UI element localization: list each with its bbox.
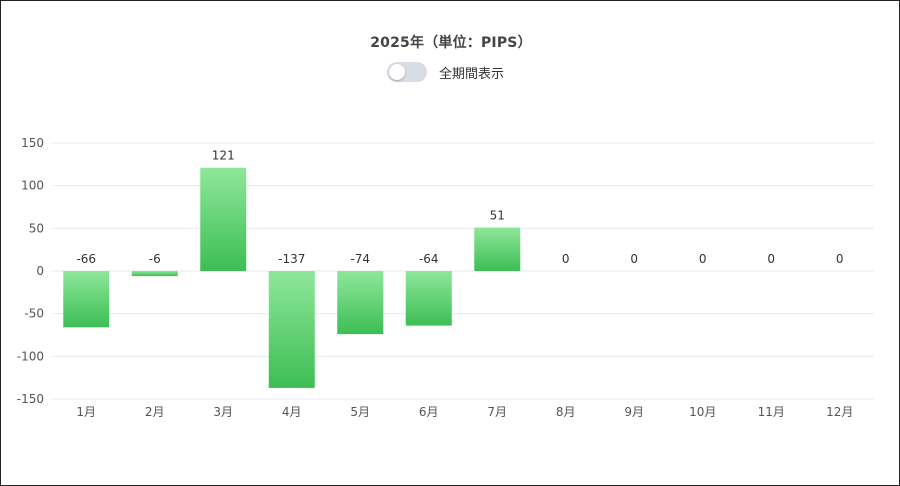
data-label: -74 — [350, 252, 370, 266]
x-tick-label: 11月 — [758, 405, 785, 419]
x-tick-label: 3月 — [213, 405, 233, 419]
bar-7[interactable] — [474, 227, 521, 271]
bar-5[interactable] — [337, 271, 384, 335]
all-period-toggle[interactable] — [387, 62, 427, 82]
y-tick-label: 50 — [29, 221, 44, 235]
x-tick-label: 8月 — [556, 405, 576, 419]
y-tick-label: -100 — [17, 349, 44, 363]
data-label: -6 — [149, 252, 161, 266]
x-tick-label: 12月 — [826, 405, 853, 419]
x-tick-label: 5月 — [350, 405, 370, 419]
x-tick-label: 7月 — [487, 405, 507, 419]
y-tick-label: -50 — [24, 307, 44, 321]
bar-4[interactable] — [268, 271, 315, 388]
all-period-toggle-row: 全期間表示 — [387, 61, 504, 83]
data-label: -66 — [76, 252, 96, 266]
bar-3[interactable] — [200, 167, 247, 271]
chart-title: 2025年（単位：PIPS） — [370, 35, 532, 51]
data-label: -64 — [419, 252, 439, 266]
x-tick-label: 6月 — [419, 405, 439, 419]
bar-1[interactable] — [63, 271, 110, 328]
bar-6[interactable] — [405, 271, 452, 326]
x-tick-label: 4月 — [282, 405, 302, 419]
data-label: 51 — [490, 208, 505, 222]
y-tick-label: -150 — [17, 392, 44, 406]
all-period-toggle-label: 全期間表示 — [439, 66, 505, 82]
data-label: 0 — [699, 252, 707, 266]
data-label: 0 — [562, 252, 570, 266]
data-label: 0 — [836, 252, 844, 266]
data-label: 0 — [767, 252, 775, 266]
x-tick-label: 1月 — [76, 405, 96, 419]
toggle-knob — [389, 64, 405, 80]
x-tick-label: 10月 — [689, 405, 716, 419]
data-label: 0 — [630, 252, 638, 266]
y-tick-label: 0 — [36, 264, 44, 278]
y-tick-label: 150 — [21, 136, 44, 150]
y-tick-label: 100 — [21, 179, 44, 193]
data-label: 121 — [212, 149, 235, 163]
data-label: -137 — [278, 252, 305, 266]
bar-2[interactable] — [131, 271, 178, 277]
x-tick-label: 2月 — [145, 405, 165, 419]
x-tick-label: 9月 — [624, 405, 644, 419]
